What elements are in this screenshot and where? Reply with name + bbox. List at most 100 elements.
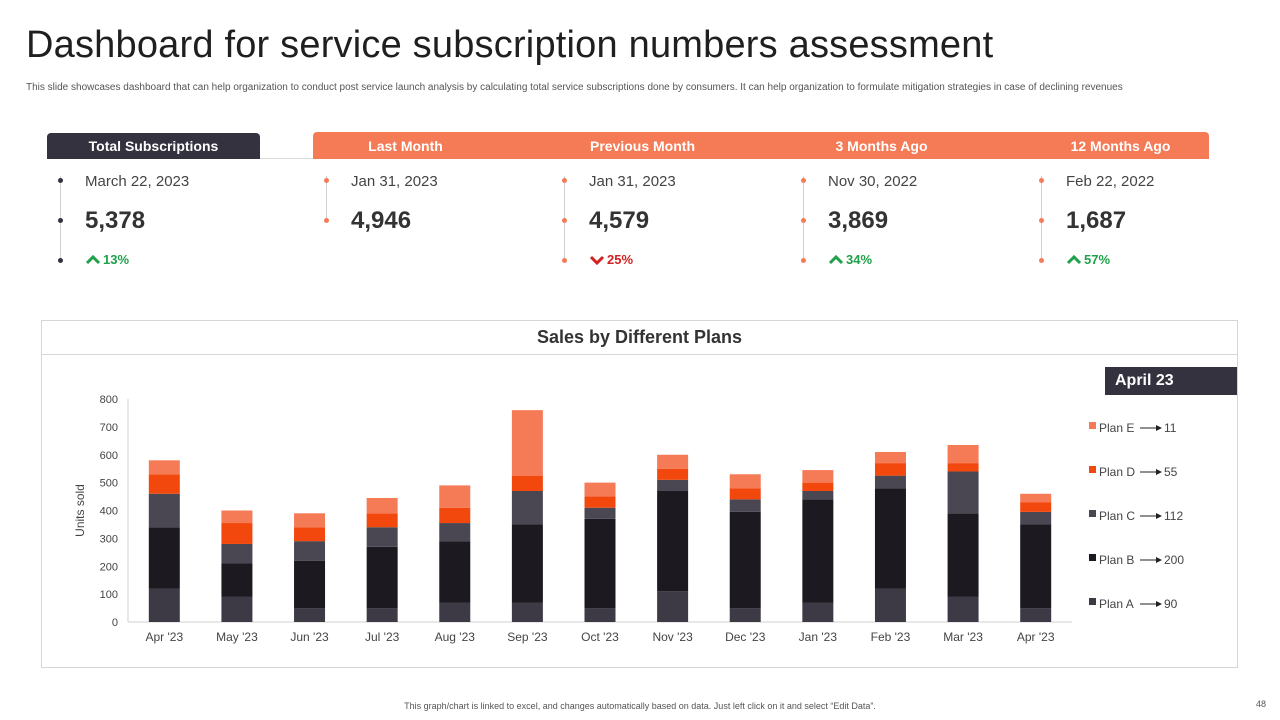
kpi-dot xyxy=(801,218,806,223)
kpi-change-value: 57% xyxy=(1084,252,1111,267)
bar-segment-plan-e xyxy=(729,474,761,489)
bar-segment-plan-b xyxy=(439,541,471,603)
kpi-total-subscriptions: March 22, 2023 5,378 13% xyxy=(48,166,278,276)
y-tick-label: 300 xyxy=(100,533,118,545)
legend-label: Plan D xyxy=(1099,465,1135,479)
kpi-dot xyxy=(562,258,567,263)
legend-arrowhead-icon xyxy=(1156,513,1162,519)
bar-segment-plan-b xyxy=(511,524,543,603)
bar-segment-plan-b xyxy=(874,488,906,589)
legend-value: 200 xyxy=(1164,553,1184,567)
kpi-header-bar xyxy=(313,132,1209,159)
legend-value: 112 xyxy=(1164,509,1183,523)
bar-segment-plan-d xyxy=(1020,502,1052,512)
kpi-dot xyxy=(1039,218,1044,223)
bar-segment-plan-a xyxy=(511,602,543,622)
page-title: Dashboard for service subscription numbe… xyxy=(26,24,994,66)
bar-segment-plan-e xyxy=(657,454,689,469)
kpi-dot xyxy=(801,258,806,263)
y-tick-label: 200 xyxy=(100,561,118,573)
kpi-dot xyxy=(562,178,567,183)
bar-segment-plan-b xyxy=(366,546,398,609)
kpi-date: Nov 30, 2022 xyxy=(828,173,918,190)
kpi-change: 57% xyxy=(1066,252,1110,267)
chart-title: Sales by Different Plans xyxy=(42,321,1237,355)
chart-panel: Sales by Different Plans xyxy=(41,320,1238,668)
kpi-change: 13% xyxy=(85,252,129,267)
legend-arrowhead-icon xyxy=(1156,601,1162,607)
kpi-dot xyxy=(58,178,63,183)
kpi-date: Jan 31, 2023 xyxy=(589,173,676,190)
kpi-timeline xyxy=(326,176,327,221)
tab-last-month[interactable]: Last Month xyxy=(368,138,443,154)
legend-title: April 23 xyxy=(1105,367,1237,395)
bar-segment-plan-d xyxy=(148,474,180,494)
bar-segment-plan-e xyxy=(1020,493,1052,503)
x-tick-label: Jul '23 xyxy=(365,630,400,644)
bar-segment-plan-a xyxy=(802,602,834,622)
bar-segment-plan-a xyxy=(1020,608,1052,622)
legend-label: Plan E xyxy=(1099,421,1134,435)
y-tick-label: 500 xyxy=(100,478,118,490)
y-tick-label: 700 xyxy=(100,422,118,434)
x-tick-label: May '23 xyxy=(216,630,258,644)
bar-segment-plan-c xyxy=(947,471,979,514)
bar-segment-plan-e xyxy=(148,460,180,475)
kpi-last-month: Jan 31, 2023 4,946 xyxy=(314,166,544,276)
bar-segment-plan-c xyxy=(729,499,761,512)
page-number: 48 xyxy=(1255,699,1266,709)
bar-segment-plan-b xyxy=(657,490,689,592)
chevron-up-icon xyxy=(1066,254,1082,264)
y-tick-label: 800 xyxy=(100,394,118,406)
bar-segment-plan-b xyxy=(1020,524,1052,609)
kpi-dot xyxy=(801,178,806,183)
legend-label: Plan A xyxy=(1099,597,1134,611)
legend-swatch xyxy=(1089,466,1096,473)
footer-note: This graph/chart is linked to excel, and… xyxy=(404,701,876,711)
x-tick-label: Jun '23 xyxy=(290,630,329,644)
x-tick-label: Apr '23 xyxy=(1017,630,1055,644)
bar-segment-plan-a xyxy=(439,602,471,622)
kpi-date: March 22, 2023 xyxy=(85,173,190,190)
bar-segment-plan-d xyxy=(874,463,906,476)
kpi-12-months-ago: Feb 22, 2022 1,687 57% xyxy=(1029,166,1259,276)
x-tick-label: Mar '23 xyxy=(943,630,983,644)
bar-segment-plan-c xyxy=(802,490,834,500)
bar-segment-plan-d xyxy=(729,488,761,500)
y-tick-label: 0 xyxy=(112,617,118,629)
bar-segment-plan-e xyxy=(947,444,979,464)
kpi-date: Feb 22, 2022 xyxy=(1066,173,1155,190)
tab-12-months-ago[interactable]: 12 Months Ago xyxy=(1070,138,1171,154)
bar-segment-plan-e xyxy=(874,451,906,464)
tab-total-subscriptions[interactable]: Total Subscriptions xyxy=(47,133,260,159)
bar-segment-plan-b xyxy=(221,563,253,597)
bar-segment-plan-c xyxy=(221,543,253,564)
bar-segment-plan-a xyxy=(729,608,761,622)
x-tick-label: Aug '23 xyxy=(435,630,476,644)
legend-value: 55 xyxy=(1164,465,1178,479)
kpi-value: 1,687 xyxy=(1066,207,1127,234)
legend-arrowhead-icon xyxy=(1156,425,1162,431)
bar-segment-plan-b xyxy=(294,560,326,609)
x-tick-label: Apr '23 xyxy=(145,630,183,644)
kpi-dot xyxy=(1039,258,1044,263)
bar-segment-plan-c xyxy=(511,490,543,525)
legend-value: 90 xyxy=(1164,597,1178,611)
tab-previous-month[interactable]: Previous Month xyxy=(589,138,695,154)
bar-segment-plan-e xyxy=(439,485,471,508)
kpi-dot xyxy=(1039,178,1044,183)
x-tick-label: Sep '23 xyxy=(507,630,548,644)
y-tick-label: 400 xyxy=(100,506,118,518)
bar-segment-plan-a xyxy=(221,596,253,622)
bar-segment-plan-d xyxy=(221,523,253,544)
page-subtitle: This slide showcases dashboard that can … xyxy=(26,82,1123,93)
x-tick-label: Feb '23 xyxy=(871,630,911,644)
x-tick-label: Jan '23 xyxy=(799,630,838,644)
kpi-change-value: 13% xyxy=(103,252,130,267)
header-divider xyxy=(260,158,313,159)
bar-segment-plan-a xyxy=(366,608,398,622)
tab-3-months-ago[interactable]: 3 Months Ago xyxy=(835,138,928,154)
bar-segment-plan-c xyxy=(584,507,616,519)
kpi-change: 25% xyxy=(589,252,633,267)
